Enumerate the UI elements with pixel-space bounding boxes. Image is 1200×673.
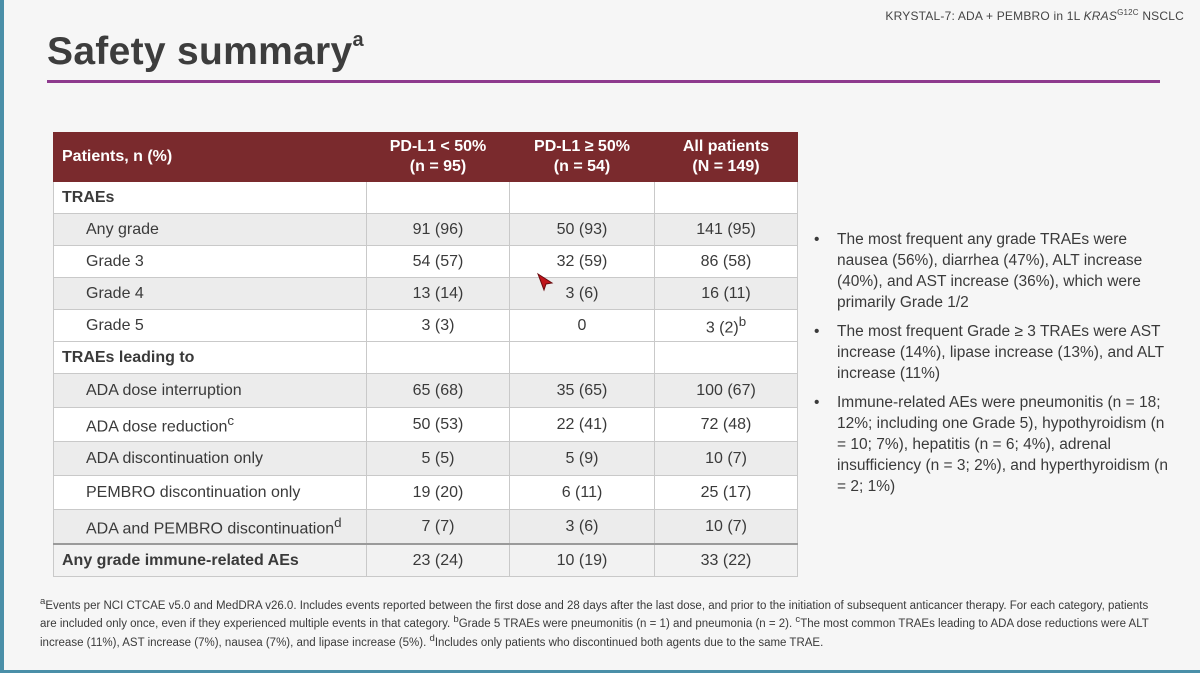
table-cell: 10 (19) [509, 543, 655, 577]
table-cell [366, 341, 510, 374]
table-cell: 50 (53) [366, 407, 510, 442]
row-label: ADA discontinuation only [53, 441, 367, 476]
footnote-mark: c [795, 614, 801, 626]
table-cell: 13 (14) [366, 277, 510, 310]
table-cell: 0 [509, 309, 655, 342]
footnote-mark: b [738, 313, 747, 329]
table-cell: 3 (2)b [654, 309, 798, 342]
table-row: Any grade 91 (96) 50 (93) 141 (95) [53, 213, 798, 246]
table-row: ADA discontinuation only 5 (5) 5 (9) 10 … [53, 441, 798, 476]
footnote-mark: b [453, 614, 459, 626]
bullet-dot: • [814, 394, 820, 411]
slide-left-edge [0, 0, 4, 673]
column-header-all-patients: All patients (N = 149) [654, 132, 798, 182]
footnotes: aEvents per NCI CTCAE v5.0 and MedDRA v2… [40, 596, 1149, 649]
row-label: ADA dose reductionc [53, 407, 367, 442]
table-cell: 33 (22) [654, 543, 798, 577]
table-row: Grade 4 13 (14) 3 (6) 16 (11) [53, 277, 798, 310]
mutation-superscript: G12C [1117, 8, 1139, 17]
table-cell: 72 (48) [654, 407, 798, 442]
table-cell: 3 (6) [509, 509, 655, 545]
table-row: ADA dose interruption 65 (68) 35 (65) 10… [53, 373, 798, 408]
row-label: Grade 4 [53, 277, 367, 310]
bullet-dot: • [814, 323, 820, 340]
row-label: ADA dose interruption [53, 373, 367, 408]
table-row: Grade 3 54 (57) 32 (59) 86 (58) [53, 245, 798, 278]
table-cell: 54 (57) [366, 245, 510, 278]
table-cell: 141 (95) [654, 213, 798, 246]
table-cell: 100 (67) [654, 373, 798, 408]
study-header: KRYSTAL-7: ADA + PEMBRO in 1L KRASG12C N… [885, 8, 1184, 23]
footnote-mark: c [227, 412, 235, 428]
table-cell: 25 (17) [654, 475, 798, 510]
column-header-pdl1-low: PD-L1 < 50% (n = 95) [366, 132, 510, 182]
row-label: Grade 3 [53, 245, 367, 278]
table-cell: 10 (7) [654, 509, 798, 545]
table-cell: 23 (24) [366, 543, 510, 577]
table-cell: 5 (5) [366, 441, 510, 476]
slide-bottom-edge [0, 670, 1200, 673]
row-label: Any grade immune-related AEs [53, 543, 367, 577]
table-row: TRAEs [53, 181, 798, 214]
table-cell: 22 (41) [509, 407, 655, 442]
table-cell: 5 (9) [509, 441, 655, 476]
page-title-footnote-mark: a [352, 29, 364, 51]
table-row: ADA and PEMBRO discontinuationd 7 (7) 3 … [53, 509, 798, 545]
row-label: TRAEs leading to [53, 341, 367, 374]
table-cell: 6 (11) [509, 475, 655, 510]
table-row: Any grade immune-related AEs 23 (24) 10 … [53, 543, 798, 577]
row-label: PEMBRO discontinuation only [53, 475, 367, 510]
study-prefix: KRYSTAL-7: ADA + PEMBRO in 1L [885, 9, 1084, 23]
bullet-dot: • [814, 231, 820, 248]
table-cell: 7 (7) [366, 509, 510, 545]
table-cell: 3 (3) [366, 309, 510, 342]
table-cell: 91 (96) [366, 213, 510, 246]
table-cell: 65 (68) [366, 373, 510, 408]
table-cell [366, 181, 510, 214]
column-header-pdl1-high: PD-L1 ≥ 50% (n = 54) [509, 132, 655, 182]
table-cell [654, 341, 798, 374]
row-label: Grade 5 [53, 309, 367, 342]
page-title: Safety summarya [47, 29, 364, 74]
table-row: TRAEs leading to [53, 341, 798, 374]
table-cell [654, 181, 798, 214]
study-suffix: NSCLC [1138, 9, 1184, 23]
bullet-item: • The most frequent any grade TRAEs were … [814, 231, 1143, 311]
mouse-pointer-icon [537, 272, 554, 292]
table-cell: 19 (20) [366, 475, 510, 510]
table-cell: 50 (93) [509, 213, 655, 246]
row-label: ADA and PEMBRO discontinuationd [53, 509, 367, 545]
footnote-mark: a [40, 596, 46, 607]
table-cell [509, 181, 655, 214]
bullet-item: • The most frequent Grade ≥ 3 TRAEs were … [814, 323, 1164, 382]
column-header-patients: Patients, n (%) [53, 132, 367, 182]
table-cell: 35 (65) [509, 373, 655, 408]
table-cell: 16 (11) [654, 277, 798, 310]
safety-table: Patients, n (%) PD-L1 < 50% (n = 95) PD-L… [53, 132, 798, 577]
gene-name: KRAS [1083, 9, 1118, 23]
table-row: Grade 5 3 (3) 0 3 (2)b [53, 309, 798, 342]
table-row: PEMBRO discontinuation only 19 (20) 6 (1… [53, 475, 798, 510]
title-divider [47, 80, 1160, 83]
footnote-mark: d [334, 514, 342, 530]
page-title-text: Safety summary [47, 30, 353, 73]
bullet-item: • Immune-related AEs were pneumonitis (n … [814, 394, 1168, 495]
row-label: TRAEs [53, 181, 367, 214]
table-cell: 10 (7) [654, 441, 798, 476]
table-cell: 3 (6) [509, 277, 655, 310]
row-label: Any grade [53, 213, 367, 246]
footnote-mark: d [429, 632, 435, 644]
key-findings-list: • The most frequent any grade TRAEs were … [812, 229, 1172, 505]
table-row: ADA dose reductionc 50 (53) 22 (41) 72 (… [53, 407, 798, 442]
table-cell: 32 (59) [509, 245, 655, 278]
table-header-row: Patients, n (%) PD-L1 < 50% (n = 95) PD-L… [53, 132, 798, 182]
table-cell [509, 341, 655, 374]
table-cell: 86 (58) [654, 245, 798, 278]
